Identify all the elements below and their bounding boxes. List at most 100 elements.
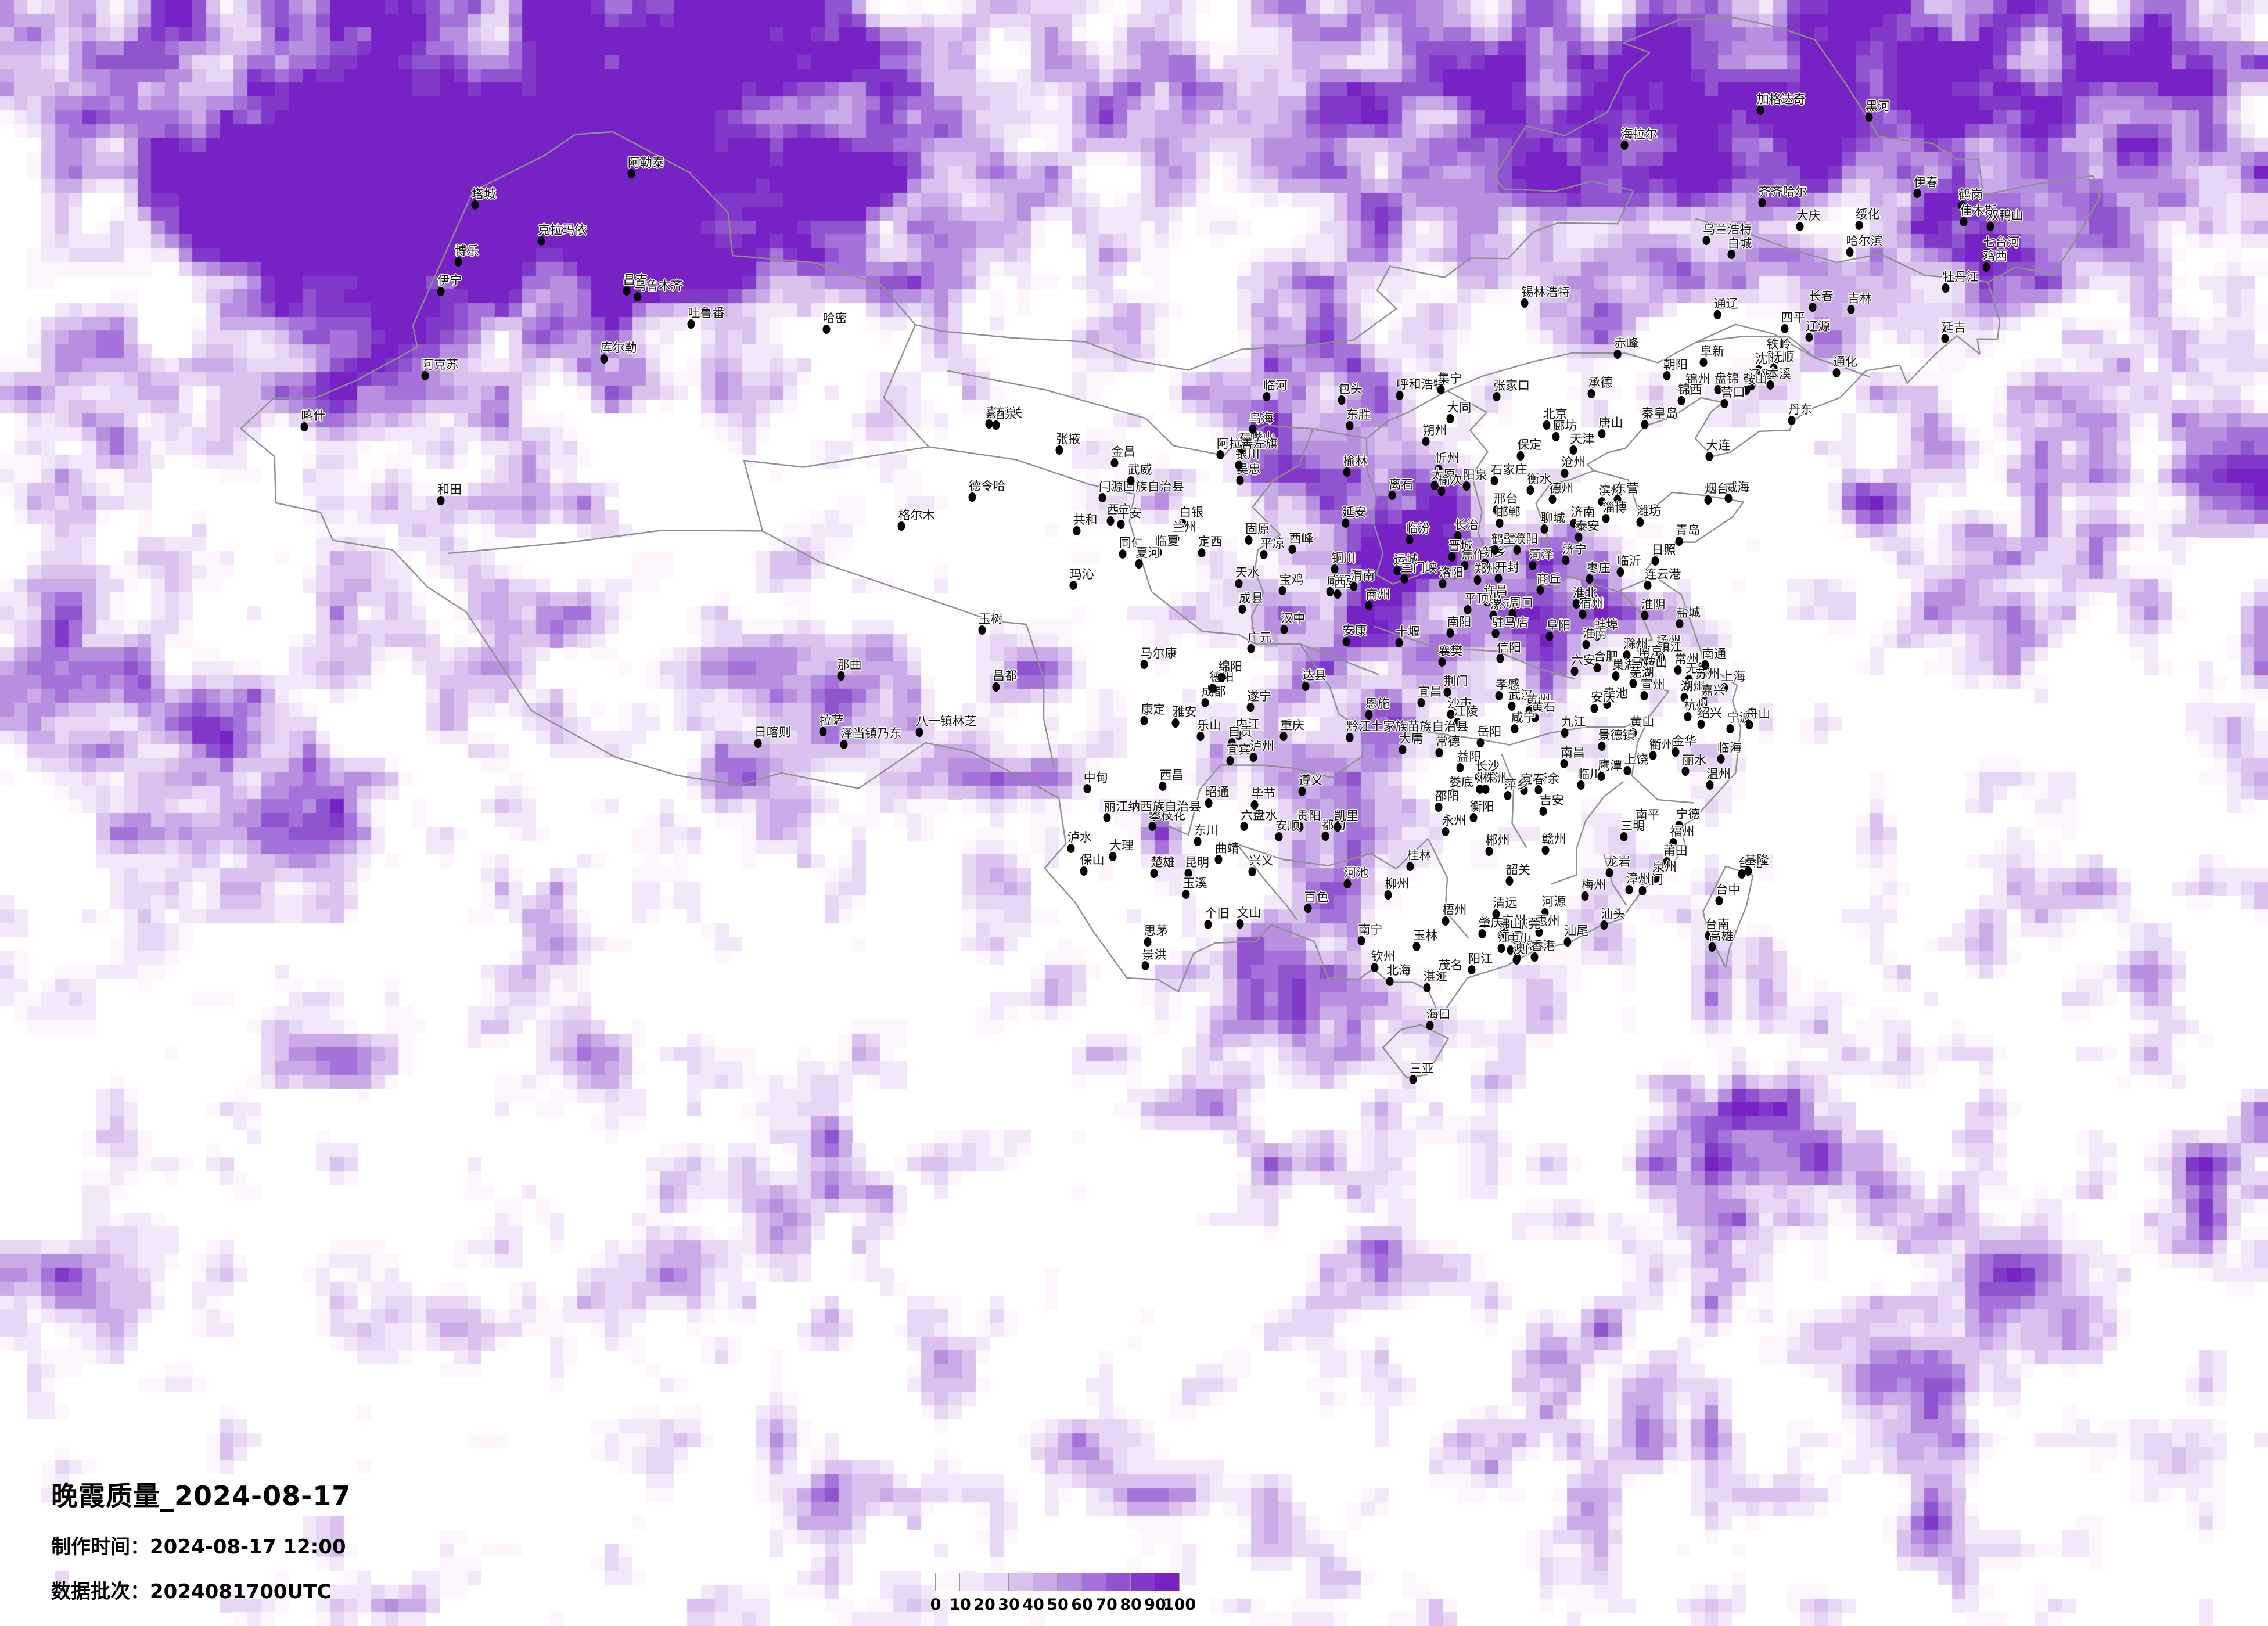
city-label: 兰州: [1172, 520, 1197, 534]
city-marker: [1346, 732, 1354, 742]
city-marker: [1697, 720, 1705, 729]
city-label: 佳木斯: [1960, 204, 1997, 218]
city-label: 茂名: [1438, 958, 1463, 972]
city-marker: [1245, 535, 1253, 545]
city-marker: [1982, 248, 1990, 258]
city-label: 南京: [1638, 644, 1663, 659]
city-label: 八一镇林芝: [915, 714, 977, 728]
city-label: 宜春: [1520, 772, 1545, 786]
city-marker: [1141, 961, 1149, 970]
legend-color-box: [1106, 1573, 1131, 1591]
city-marker: [1569, 445, 1577, 455]
city-marker: [1562, 556, 1570, 566]
city-label: 吉林: [1848, 291, 1872, 305]
city-label: 日喀则: [754, 725, 791, 739]
city-label: 武威: [1127, 463, 1152, 477]
border-line: [1236, 843, 1298, 921]
city-label: 温州: [1706, 767, 1731, 781]
city-marker: [1515, 930, 1523, 940]
city-label: 湘潭: [1476, 771, 1501, 786]
city-label: 玛沁: [1069, 567, 1094, 582]
city-label: 福州: [1670, 824, 1695, 839]
city-marker: [1148, 822, 1156, 832]
city-label: 六安: [1571, 653, 1595, 668]
city-marker: [1476, 785, 1484, 794]
city-marker: [1250, 800, 1259, 810]
border-line: [1550, 780, 1624, 885]
city-marker: [1516, 451, 1525, 461]
city-label: 益阳: [1457, 749, 1482, 764]
city-label: 黑河: [1865, 99, 1890, 113]
city-marker: [1715, 896, 1723, 906]
city-label: 萍乡: [1504, 777, 1529, 792]
city-label: 东胜: [1346, 407, 1371, 422]
city-label: 张掖: [1056, 432, 1081, 447]
city-marker: [1616, 567, 1624, 577]
city-marker: [1548, 495, 1557, 505]
city-marker: [1652, 873, 1660, 883]
city-label: 共和: [1073, 513, 1098, 527]
city-label: 吐鲁番: [688, 305, 725, 320]
city-marker: [1080, 866, 1087, 876]
city-label: 兴义: [1249, 854, 1274, 868]
city-label: 株洲: [1482, 771, 1507, 786]
map-info-block: 晚霞质量_2024-08-17 制作时间：2024-08-17 12:00 数据…: [51, 1475, 351, 1604]
city-marker: [1669, 837, 1677, 847]
city-label: 中山: [1507, 931, 1532, 946]
city-marker: [1738, 869, 1746, 879]
border-line: [1631, 715, 1694, 804]
city-label: 淮阴: [1641, 598, 1666, 612]
city-marker: [1593, 663, 1601, 673]
city-marker: [627, 169, 635, 179]
city-marker: [1545, 632, 1554, 642]
city-marker: [1744, 866, 1752, 876]
city-label: 太原: [1431, 467, 1456, 481]
city-marker: [1248, 867, 1256, 877]
city-marker: [537, 236, 545, 246]
city-marker: [1106, 516, 1115, 526]
city-label: 廊坊: [1552, 418, 1577, 433]
border-line: [1620, 591, 1669, 692]
city-marker: [1579, 610, 1587, 620]
city-marker: [1570, 519, 1578, 528]
city-label: 塔城: [472, 187, 497, 202]
city-label: 锡林浩特: [1521, 285, 1570, 299]
city-label: 枣庄: [1586, 560, 1611, 575]
city-marker: [437, 286, 445, 296]
city-label: 周口: [1508, 596, 1533, 610]
city-marker: [1855, 221, 1863, 231]
city-label: 临沂: [1616, 553, 1641, 568]
border-line: [1264, 643, 1366, 779]
city-marker: [1511, 724, 1519, 733]
city-label: 淮北: [1572, 586, 1597, 600]
city-marker: [1296, 822, 1304, 832]
city-marker: [1636, 517, 1644, 527]
city-label: 开封: [1494, 560, 1519, 575]
city-label: 江陵: [1453, 704, 1478, 718]
city-label: 延吉: [1941, 321, 1966, 335]
city-marker: [1575, 533, 1583, 542]
city-marker: [1507, 945, 1515, 955]
legend-color-box: [959, 1573, 984, 1591]
city-marker: [1214, 855, 1223, 865]
city-label: 丽水: [1682, 753, 1707, 767]
city-label: 思茅: [1144, 924, 1169, 938]
city-marker: [1439, 579, 1447, 589]
city-marker: [1641, 611, 1648, 621]
city-marker: [1640, 691, 1648, 701]
city-marker: [1443, 688, 1451, 697]
city-label: 淮南: [1582, 627, 1607, 641]
city-marker: [1597, 772, 1605, 782]
city-label: 景洪: [1142, 947, 1167, 962]
data-batch-line: 数据批次：2024081700UTC: [51, 1575, 351, 1604]
city-marker: [1205, 798, 1212, 808]
city-marker: [1494, 574, 1503, 584]
city-marker: [1302, 681, 1310, 691]
city-label: 临河: [1263, 379, 1288, 393]
city-label: 海拉尔: [1620, 127, 1658, 141]
city-label: 马鞍山: [1631, 656, 1668, 670]
city-marker: [1982, 262, 1990, 272]
city-marker: [1720, 398, 1728, 408]
city-marker: [1117, 520, 1125, 530]
